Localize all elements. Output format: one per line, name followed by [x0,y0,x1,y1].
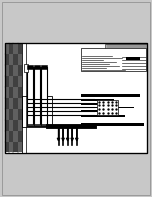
Bar [18,109,22,120]
Bar [81,123,144,126]
Bar [81,110,114,112]
Bar [18,87,22,98]
Bar [9,131,13,141]
Bar [18,76,22,87]
Bar [9,54,13,65]
Bar [13,98,17,109]
Bar [34,67,40,126]
Bar [5,131,9,141]
Bar [18,131,22,141]
Bar [13,142,17,152]
Bar [9,87,13,98]
Bar [13,109,17,120]
Bar [5,43,147,153]
Bar [81,115,125,117]
Bar [24,64,28,72]
Bar [9,120,13,131]
Bar [9,98,13,109]
Bar [5,65,9,76]
Bar [41,65,47,69]
Bar [5,109,9,120]
Bar [41,67,47,126]
Bar [5,43,147,153]
Bar [5,98,9,109]
Bar [41,124,48,126]
Bar [81,99,114,101]
Bar [81,103,99,105]
Bar [18,65,22,76]
Bar [18,44,22,54]
Bar [81,48,146,71]
Bar [18,142,22,152]
Bar [5,43,22,153]
Bar [18,54,22,65]
Bar [81,107,134,108]
Bar [105,44,147,48]
Bar [9,65,13,76]
Bar [13,54,17,65]
Bar [13,87,17,98]
Bar [18,120,22,131]
Bar [81,94,140,97]
Bar [13,131,17,141]
Bar [22,96,52,127]
Bar [34,124,41,126]
Bar [5,44,9,54]
Bar [22,43,26,153]
Bar [13,65,17,76]
Bar [9,142,13,152]
Bar [13,44,17,54]
Bar [97,100,118,115]
Bar [34,65,40,69]
Bar [5,87,9,98]
Bar [5,76,9,87]
Bar [27,67,33,126]
Bar [9,109,13,120]
Bar [9,76,13,87]
Bar [5,120,9,131]
Bar [27,65,33,69]
Bar [27,124,34,126]
Bar [126,57,140,60]
Bar [5,54,9,65]
Bar [13,76,17,87]
Bar [9,44,13,54]
Bar [5,142,9,152]
Bar [18,98,22,109]
Bar [13,120,17,131]
